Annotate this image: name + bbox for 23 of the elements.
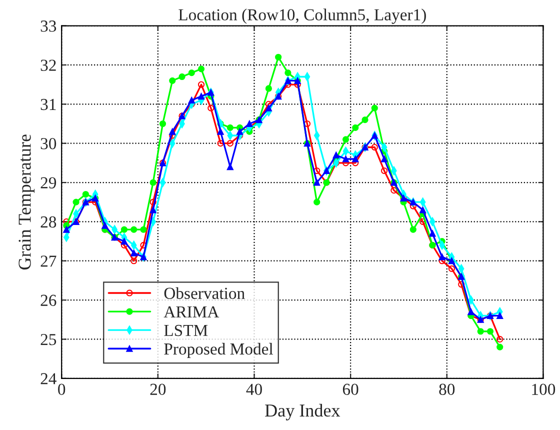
x-tick-label: 80 — [439, 384, 455, 395]
y-tick-label: 26 — [40, 294, 56, 306]
legend-label: LSTM — [164, 324, 208, 336]
chart-title: Location (Row10, Column5, Layer1) — [178, 8, 426, 24]
x-axis-title: Day Index — [265, 404, 340, 420]
x-tick-label: 100 — [532, 384, 556, 395]
y-axis-title: Grain Temperature — [18, 134, 35, 270]
y-tick-label: 33 — [40, 20, 56, 32]
y-tick-label: 25 — [40, 334, 56, 346]
y-tick-label: 30 — [40, 138, 56, 150]
legend-label: ARIMA — [164, 306, 220, 318]
legend-label: Proposed Model — [164, 342, 274, 358]
x-tick-label: 40 — [246, 384, 262, 395]
y-tick-label: 28 — [40, 216, 56, 228]
x-tick-label: 60 — [342, 384, 358, 395]
y-tick-label: 24 — [40, 373, 56, 384]
legend-label: Observation — [164, 287, 245, 299]
y-tick-label: 29 — [40, 177, 56, 188]
x-tick-label: 0 — [58, 384, 66, 395]
y-tick-label: 31 — [40, 98, 56, 110]
y-tick-label: 32 — [40, 60, 56, 71]
x-tick-label: 20 — [150, 384, 166, 395]
y-tick-label: 27 — [40, 256, 56, 267]
